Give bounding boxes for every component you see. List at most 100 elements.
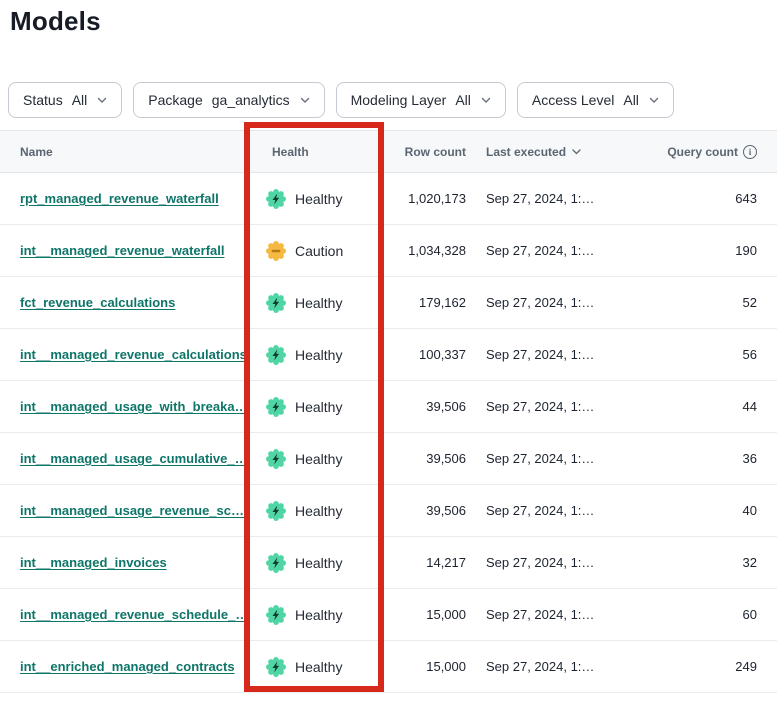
chevron-down-icon [97, 97, 107, 104]
column-header-last-executed[interactable]: Last executed [466, 145, 636, 159]
query-count-cell: 32 [742, 555, 757, 570]
model-link[interactable]: int__managed_usage_revenue_sc… [20, 503, 244, 518]
row-count-cell: 15,000 [426, 607, 466, 622]
table-row: int__managed_usage_cumulative_… Healthy … [0, 433, 777, 485]
sort-chevron-down-icon[interactable] [572, 148, 581, 155]
health-cell: Healthy [252, 552, 360, 573]
query-count-cell: 44 [742, 399, 757, 414]
filter-value: All [71, 92, 88, 108]
query-count-cell: 56 [742, 347, 757, 362]
chevron-down-icon [300, 97, 310, 104]
health-label: Healthy [295, 294, 343, 311]
query-count-cell: 643 [735, 191, 757, 206]
filter-value: ga_analytics [211, 92, 290, 108]
health-label: Healthy [295, 554, 343, 571]
chevron-down-icon [481, 97, 491, 104]
model-link[interactable]: int__managed_usage_cumulative_… [20, 451, 248, 466]
healthy-icon [266, 292, 286, 313]
healthy-icon [266, 448, 286, 469]
query-count-cell: 249 [735, 659, 757, 674]
health-label: Caution [295, 242, 344, 259]
model-link[interactable]: rpt_managed_revenue_waterfall [20, 191, 219, 206]
column-header-label: Last executed [486, 144, 567, 159]
last-executed-cell: Sep 27, 2024, 1:… [486, 451, 595, 466]
query-count-cell: 52 [742, 295, 757, 310]
last-executed-cell: Sep 27, 2024, 1:… [486, 399, 595, 414]
model-link[interactable]: int__managed_revenue_calculations [20, 347, 247, 362]
query-count-cell: 60 [742, 607, 757, 622]
column-header-query-count: Query count i [636, 144, 777, 159]
health-cell: Healthy [252, 604, 360, 625]
health-cell: Healthy [252, 344, 360, 365]
table-row: int__managed_revenue_schedule_… Healthy … [0, 589, 777, 641]
health-cell: Healthy [252, 396, 360, 417]
health-label: Healthy [295, 190, 343, 207]
row-count-cell: 100,337 [419, 347, 466, 362]
row-count-cell: 179,162 [419, 295, 466, 310]
table-row: int__managed_revenue_calculations Health… [0, 329, 777, 381]
model-link[interactable]: int__managed_revenue_schedule_… [20, 607, 249, 622]
filter-modeling-layer[interactable]: Modeling Layer All [335, 82, 506, 118]
table-header-row: Name Health Row count Last executed Quer… [0, 131, 777, 173]
health-cell: Healthy [252, 292, 360, 313]
row-count-cell: 39,506 [426, 503, 466, 518]
filter-label: Package [148, 92, 203, 108]
column-header-name: Name [20, 144, 53, 159]
query-count-cell: 190 [735, 243, 757, 258]
model-link[interactable]: int__enriched_managed_contracts [20, 659, 235, 674]
health-cell: Caution [252, 240, 360, 261]
model-link[interactable]: int__managed_usage_with_breaka… [20, 399, 248, 414]
health-label: Healthy [295, 502, 343, 519]
row-count-cell: 39,506 [426, 451, 466, 466]
table-row: int__managed_invoices Healthy 14,217 Sep… [0, 537, 777, 589]
healthy-icon [266, 656, 286, 677]
filter-package[interactable]: Package ga_analytics [133, 82, 325, 118]
filter-status[interactable]: Status All [8, 82, 123, 118]
info-icon[interactable]: i [743, 144, 757, 159]
table-row: int__managed_usage_revenue_sc… Healthy 3… [0, 485, 777, 537]
column-header-row-count: Row count [404, 144, 466, 159]
row-count-cell: 15,000 [426, 659, 466, 674]
health-cell: Healthy [252, 448, 360, 469]
model-link[interactable]: fct_revenue_calculations [20, 295, 176, 310]
health-label: Healthy [295, 346, 343, 363]
row-count-cell: 1,034,328 [408, 243, 466, 258]
filter-bar: Status All Package ga_analytics Modeling… [8, 82, 674, 118]
page-title: Models [10, 6, 101, 36]
row-count-cell: 39,506 [426, 399, 466, 414]
filter-access-level[interactable]: Access Level All [516, 82, 674, 118]
healthy-icon [266, 344, 286, 365]
row-count-cell: 1,020,173 [408, 191, 466, 206]
last-executed-cell: Sep 27, 2024, 1:… [486, 607, 595, 622]
column-header-label: Query count [667, 144, 738, 159]
filter-value: All [455, 92, 471, 108]
filter-label: Modeling Layer [350, 92, 447, 108]
health-label: Healthy [295, 450, 343, 467]
last-executed-cell: Sep 27, 2024, 1:… [486, 243, 595, 258]
last-executed-cell: Sep 27, 2024, 1:… [486, 347, 595, 362]
caution-icon [266, 240, 286, 261]
last-executed-cell: Sep 27, 2024, 1:… [486, 555, 595, 570]
health-label: Healthy [295, 606, 343, 623]
health-cell: Healthy [252, 656, 360, 677]
model-link[interactable]: int__managed_invoices [20, 555, 167, 570]
health-label: Healthy [295, 658, 343, 675]
healthy-icon [266, 604, 286, 625]
table-row: fct_revenue_calculations Healthy 179,162… [0, 277, 777, 329]
last-executed-cell: Sep 27, 2024, 1:… [486, 191, 595, 206]
healthy-icon [266, 500, 286, 521]
healthy-icon [266, 552, 286, 573]
table-row: int__managed_revenue_waterfall Caution 1… [0, 225, 777, 277]
query-count-cell: 36 [742, 451, 757, 466]
health-cell: Healthy [252, 188, 360, 209]
query-count-cell: 40 [742, 503, 757, 518]
models-table: Name Health Row count Last executed Quer… [0, 130, 777, 693]
column-header-health: Health [272, 144, 309, 159]
row-count-cell: 14,217 [426, 555, 466, 570]
healthy-icon [266, 188, 286, 209]
model-link[interactable]: int__managed_revenue_waterfall [20, 243, 225, 258]
last-executed-cell: Sep 27, 2024, 1:… [486, 295, 595, 310]
table-row: rpt_managed_revenue_waterfall Healthy 1,… [0, 173, 777, 225]
filter-label: Status [23, 92, 63, 108]
